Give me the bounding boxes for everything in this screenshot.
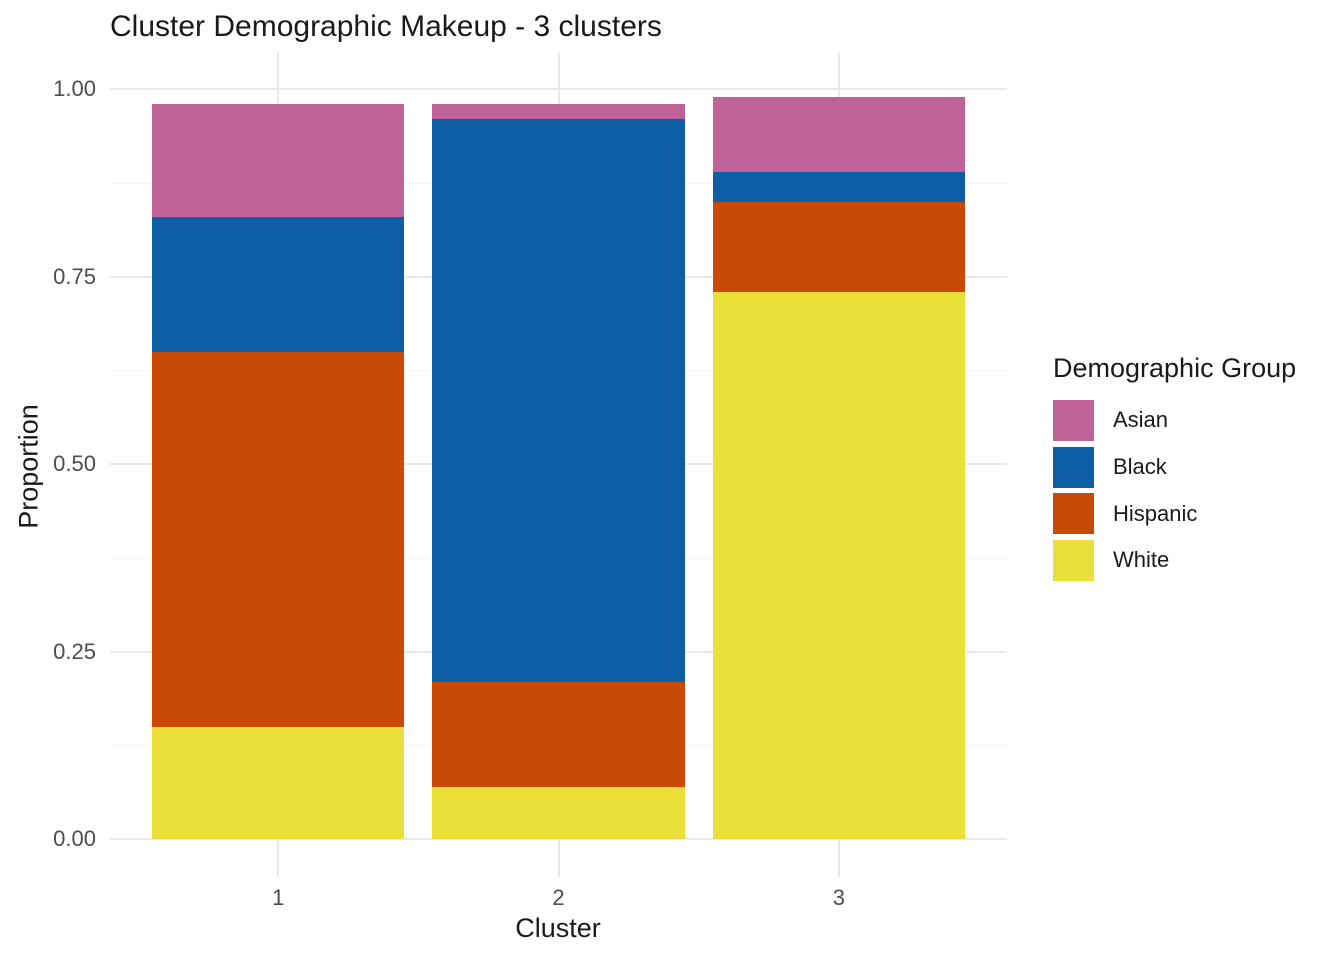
bar-cluster-2-asian xyxy=(432,104,685,119)
legend-item-hispanic: Hispanic xyxy=(1053,490,1333,537)
bar-cluster-2-black xyxy=(432,119,685,682)
legend-label: Hispanic xyxy=(1113,500,1198,526)
x-axis-title: Cluster xyxy=(515,913,601,943)
y-tick-label: 0.50 xyxy=(53,451,96,476)
bar-cluster-3-black xyxy=(712,171,965,202)
y-tick-label: 0.25 xyxy=(53,638,96,664)
legend-item-white: White xyxy=(1053,537,1333,584)
bar-cluster-2-hispanic xyxy=(432,681,685,787)
legend: Demographic Group Asian Black Hispanic Whit… xyxy=(1053,352,1333,584)
legend-label: Asian xyxy=(1113,407,1169,433)
bar-cluster-1-white xyxy=(152,726,405,839)
bar-cluster-1-hispanic xyxy=(152,351,405,727)
legend-item-black: Black xyxy=(1053,444,1333,491)
bar-cluster-1-asian xyxy=(152,104,405,217)
bar-cluster-3-white xyxy=(712,291,965,839)
legend-items: Asian Black Hispanic White xyxy=(1053,397,1333,584)
y-tick-label: 0.75 xyxy=(53,263,96,289)
legend-swatch-hispanic xyxy=(1053,493,1094,535)
legend-label: Black xyxy=(1113,454,1167,480)
bar-cluster-3-asian xyxy=(712,96,965,172)
legend-label: White xyxy=(1113,547,1170,573)
bar-cluster-1-black xyxy=(152,216,405,352)
bar-cluster-3-hispanic xyxy=(712,201,965,292)
chart-title: Cluster Demographic Makeup - 3 clusters xyxy=(110,10,662,43)
x-tick-label: 2 xyxy=(552,885,565,910)
plot-panel xyxy=(110,52,1007,877)
y-tick-label: 1.00 xyxy=(53,76,96,101)
legend-swatch-black xyxy=(1053,446,1094,488)
x-tick-label: 3 xyxy=(832,885,845,910)
legend-item-asian: Asian xyxy=(1053,397,1333,444)
legend-swatch-white xyxy=(1053,539,1094,581)
legend-swatch-asian xyxy=(1053,399,1094,441)
bar-cluster-2-white xyxy=(432,786,685,839)
x-tick-label: 1 xyxy=(272,885,285,910)
y-tick-label: 0.00 xyxy=(53,826,96,851)
legend-title: Demographic Group xyxy=(1053,353,1297,383)
